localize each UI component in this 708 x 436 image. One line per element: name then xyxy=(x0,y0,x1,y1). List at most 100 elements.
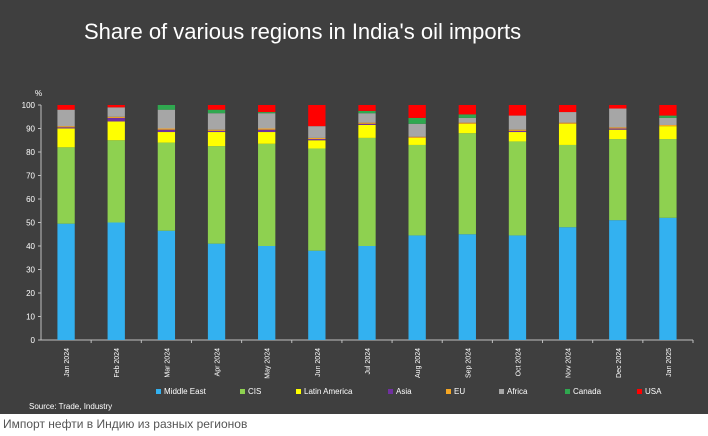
bar-segment-cis xyxy=(207,146,226,244)
bar-segment-middle-east xyxy=(358,246,376,340)
legend-swatch xyxy=(296,389,301,394)
x-tick-label: Sep 2024 xyxy=(465,348,472,378)
bar-segment-canada xyxy=(258,112,276,114)
legend-label: EU xyxy=(454,387,465,396)
bar-segment-eu xyxy=(258,128,276,130)
bar-segment-asia xyxy=(308,139,326,141)
bar-segment-cis xyxy=(458,133,476,235)
bar-segment-usa xyxy=(408,105,426,118)
bar-segment-canada xyxy=(659,115,677,118)
chart-panel: Share of various regions in India's oil … xyxy=(0,0,708,414)
bar-segment-usa xyxy=(258,105,276,113)
legend-label: Middle East xyxy=(164,387,207,396)
stacked-bar-chart: Share of various regions in India's oil … xyxy=(22,19,694,411)
bar-segment-latin-america xyxy=(107,121,125,141)
legend: Middle East CIS Latin America Asia EU Africa C… xyxy=(156,387,662,396)
legend-label: Africa xyxy=(507,387,528,396)
legend-swatch xyxy=(499,389,504,394)
legend-label: Latin America xyxy=(304,387,353,396)
bar-segment-usa xyxy=(308,105,326,127)
bar-segment-cis xyxy=(659,139,677,218)
bar-segment-cis xyxy=(609,139,627,221)
bar-segment-latin-america xyxy=(558,123,577,145)
bar-segment-latin-america xyxy=(458,123,476,134)
legend-swatch xyxy=(156,389,161,394)
bar-segment-middle-east xyxy=(107,222,125,340)
bar-segment-usa xyxy=(558,105,577,113)
x-tick-label: Oct 2024 xyxy=(515,348,522,377)
bar-segment-asia xyxy=(107,117,125,122)
y-tick-label: 60 xyxy=(26,195,35,204)
y-tick-label: 0 xyxy=(31,336,36,345)
x-tick-label: Feb 2024 xyxy=(114,348,121,378)
bar-segment-cis xyxy=(107,140,125,223)
bars xyxy=(57,105,677,340)
x-tick-label: May 2024 xyxy=(265,348,272,379)
bar-segment-eu xyxy=(508,129,527,131)
y-tick-label: 40 xyxy=(26,242,35,251)
bar-segment-asia xyxy=(609,128,627,130)
bar-segment-africa xyxy=(408,123,426,137)
bar-segment-canada xyxy=(408,117,426,124)
bar-segment-middle-east xyxy=(207,243,226,340)
bar-segment-latin-america xyxy=(659,126,677,140)
x-tick-label: Apr 2024 xyxy=(215,348,222,377)
bar-segment-middle-east xyxy=(458,234,476,340)
bar-segment-eu xyxy=(308,137,326,140)
image-caption: Импорт нефти в Индию из разных регионов xyxy=(3,417,248,431)
bar-segment-usa xyxy=(207,105,226,110)
bar-segment-middle-east xyxy=(659,217,677,340)
bar-segment-latin-america xyxy=(508,132,527,142)
x-tick-label: Jun 2024 xyxy=(315,348,322,377)
y-axis-unit-label: % xyxy=(35,89,42,98)
bar-segment-eu xyxy=(107,116,125,118)
bar-segment-cis xyxy=(308,148,326,251)
axes: 0 10 20 30 40 50 60 70 80 90 100 xyxy=(22,101,694,345)
bar-segment-latin-america xyxy=(609,129,627,140)
x-tick-label: Jul 2024 xyxy=(365,348,372,375)
bar-segment-middle-east xyxy=(508,235,527,340)
bar-segment-usa xyxy=(107,105,125,108)
bar-segment-africa xyxy=(207,113,226,130)
x-tick-label: Mar 2024 xyxy=(164,348,171,378)
bar-segment-latin-america xyxy=(207,132,226,147)
bar-segment-usa xyxy=(508,105,527,116)
bar-segment-cis xyxy=(508,141,527,236)
bar-segment-africa xyxy=(558,112,577,123)
bar-segment-cis xyxy=(258,143,276,246)
bar-segment-asia xyxy=(57,127,75,129)
bar-segment-cis xyxy=(358,137,376,246)
legend-swatch xyxy=(637,389,642,394)
bar-segment-eu xyxy=(659,124,677,127)
bar-segment-canada xyxy=(157,105,176,110)
bar-segment-usa xyxy=(609,105,627,109)
x-tick-label: Dec 2024 xyxy=(616,348,623,378)
bar-segment-asia xyxy=(157,129,176,133)
x-tick-labels: Jan 2024 Feb 2024 Mar 2024 Apr 2024 May 2024… xyxy=(64,348,673,379)
bar-segment-canada xyxy=(358,110,376,114)
bar-segment-latin-america xyxy=(157,132,176,143)
bar-segment-africa xyxy=(659,117,677,125)
bar-segment-africa xyxy=(57,109,75,127)
bar-segment-usa xyxy=(358,105,376,111)
y-tick-label: 70 xyxy=(26,172,35,181)
y-tick-label: 80 xyxy=(26,148,35,157)
bar-segment-cis xyxy=(157,142,176,231)
legend-swatch xyxy=(388,389,393,394)
bar-segment-africa xyxy=(358,113,376,123)
bar-segment-middle-east xyxy=(609,220,627,340)
bar-segment-middle-east xyxy=(558,227,577,340)
bar-segment-eu xyxy=(609,127,627,129)
legend-swatch xyxy=(240,389,245,394)
chart-title: Share of various regions in India's oil … xyxy=(84,19,521,44)
bar-segment-middle-east xyxy=(408,235,426,340)
bar-segment-eu xyxy=(157,128,176,130)
bar-segment-eu xyxy=(558,122,577,124)
bar-segment-middle-east xyxy=(57,223,75,340)
bar-segment-africa xyxy=(157,109,176,129)
bar-segment-africa xyxy=(609,108,627,128)
legend-label: Canada xyxy=(573,387,602,396)
legend-label: Asia xyxy=(396,387,412,396)
bar-segment-africa xyxy=(458,117,476,123)
bar-segment-eu xyxy=(408,136,426,138)
